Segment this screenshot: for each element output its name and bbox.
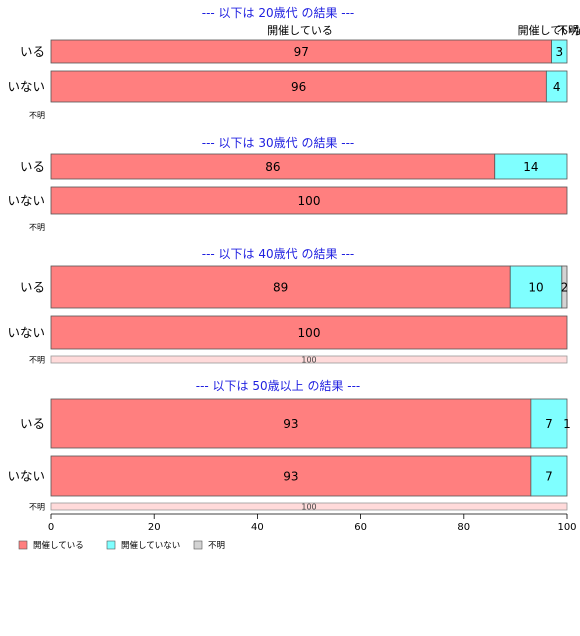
bar-p1-r1-s2 xyxy=(551,39,568,64)
x-tick-label-40: 40 xyxy=(251,522,264,533)
x-tick-label-100: 100 xyxy=(557,522,576,533)
bar-label-p3-r1-s3: 2 xyxy=(561,281,569,295)
row-label-p2-r2: いない xyxy=(7,193,45,208)
bar-label-p4-r3-s1: 100 xyxy=(301,503,316,512)
bar-label-p3-r1-s2: 10 xyxy=(528,281,543,295)
bar-p3-r1-s2 xyxy=(509,265,563,309)
row-label-p4-r3: 不明 xyxy=(29,503,45,512)
legend-swatch-3 xyxy=(193,540,203,550)
bar-label-p2-r1-s1: 86 xyxy=(265,160,280,174)
bar-p3-r3-s1 xyxy=(50,355,568,364)
bar-p3-r2-s1 xyxy=(50,315,568,350)
row-label-p2-r3: 不明 xyxy=(29,223,45,232)
legend-label-3: 不明 xyxy=(208,541,225,551)
bar-label-p4-r1-s3: 1 xyxy=(563,417,571,431)
bar-p4-r2-s1 xyxy=(50,455,532,497)
row-label-p3-r2: いない xyxy=(7,325,45,340)
x-tick-label-0: 0 xyxy=(48,522,54,533)
x-tick-label-60: 60 xyxy=(354,522,367,533)
row-label-p4-r2: いない xyxy=(7,469,45,484)
bar-label-p3-r3-s1: 100 xyxy=(301,356,316,365)
bar-label-p3-r2-s1: 100 xyxy=(298,326,321,340)
legend-swatch-2 xyxy=(106,540,116,550)
x-tick-label-80: 80 xyxy=(457,522,470,533)
bar-label-p3-r1-s1: 89 xyxy=(273,281,288,295)
bar-label-p2-r1-s2: 14 xyxy=(523,160,538,174)
row-label-p1-r2: いない xyxy=(7,79,45,94)
row-label-p2-r1: いる xyxy=(20,159,45,174)
bar-p2-r1-s2 xyxy=(494,153,568,180)
bar-p2-r2-s1 xyxy=(50,186,568,215)
bar-p1-r2-s2 xyxy=(545,70,568,103)
x-tick-label-20: 20 xyxy=(148,522,161,533)
bar-label-p1-r1-s2: 3 xyxy=(555,45,563,59)
legend-label-1: 開催している xyxy=(33,540,84,551)
top-label-not-open: 開催していない xyxy=(518,23,580,37)
panel-title-3: --- 以下は 40歳代 の結果 --- xyxy=(202,247,355,261)
top-label-open: 開催している xyxy=(267,23,333,37)
bar-p4-r1-s1 xyxy=(50,398,532,449)
legend-label-2: 開催していない xyxy=(121,540,180,551)
bar-label-p1-r1-s1: 97 xyxy=(294,45,309,59)
panel-title-4: --- 以下は 50歳以上 の結果 --- xyxy=(196,379,361,393)
bar-label-p2-r2-s1: 100 xyxy=(298,194,321,208)
bar-label-p4-r2-s1: 93 xyxy=(283,470,298,484)
row-label-p3-r3: 不明 xyxy=(29,356,45,365)
bar-p3-r1-s3 xyxy=(561,265,568,309)
row-label-p3-r1: いる xyxy=(20,280,45,295)
bar-p4-r1-s2 xyxy=(530,398,568,449)
bar-p4-r3-s1 xyxy=(50,502,568,511)
bar-p2-r1-s1 xyxy=(50,153,496,180)
legend-swatch-1 xyxy=(18,540,28,550)
panel-title-1: --- 以下は 20歳代 の結果 --- xyxy=(202,6,355,20)
bar-p3-r1-s1 xyxy=(50,265,511,309)
bar-p4-r2-s2 xyxy=(530,455,568,497)
row-label-p1-r3: 不明 xyxy=(29,111,45,120)
bar-label-p1-r2-s2: 4 xyxy=(553,80,561,94)
bar-label-p4-r2-s2: 7 xyxy=(545,470,553,484)
panel-title-2: --- 以下は 30歳代 の結果 --- xyxy=(202,136,355,150)
bar-label-p1-r2-s1: 96 xyxy=(291,80,306,94)
row-label-p4-r1: いる xyxy=(20,416,45,431)
bar-label-p4-r1-s2: 7 xyxy=(545,417,553,431)
top-label-unknown: 不明 xyxy=(557,24,579,37)
row-label-p1-r1: いる xyxy=(20,44,45,59)
bar-label-p4-r1-s1: 93 xyxy=(283,417,298,431)
